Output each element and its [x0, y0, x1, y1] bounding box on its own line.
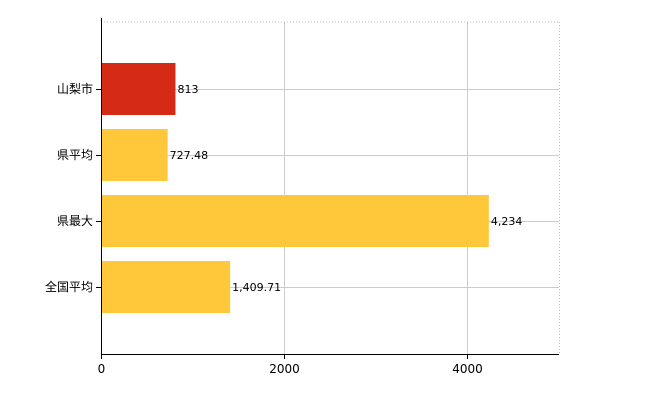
category-label-3: 全国平均 — [45, 279, 93, 294]
x-tick-label-2: 4000 — [452, 362, 483, 376]
x-tick-label-1: 2000 — [269, 362, 300, 376]
category-label-1: 県平均 — [57, 148, 93, 162]
x-tick-label-0: 0 — [98, 362, 106, 376]
bar-1 — [102, 129, 168, 181]
bar-2 — [102, 195, 489, 247]
data-label-3: 1,409.71 — [232, 281, 281, 294]
bar-3 — [102, 261, 231, 313]
bar-0 — [102, 63, 176, 115]
category-label-2: 県最大 — [57, 214, 93, 228]
data-label-2: 4,234 — [491, 215, 523, 228]
data-label-1: 727.48 — [170, 149, 209, 162]
data-label-0: 813 — [177, 83, 198, 96]
category-label-0: 山梨市 — [57, 81, 93, 96]
